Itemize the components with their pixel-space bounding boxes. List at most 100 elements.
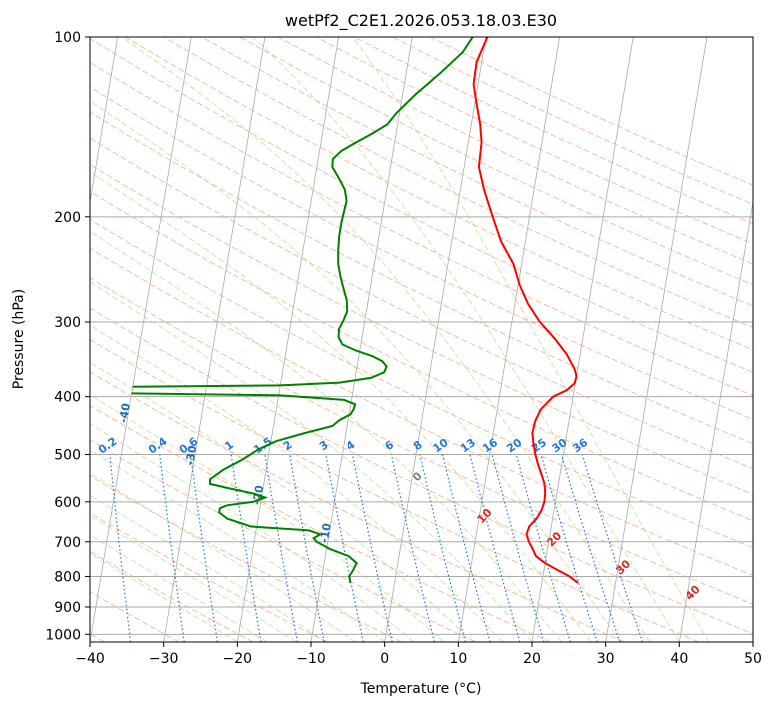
- mixing-ratio-line: [390, 454, 435, 642]
- dry-adiabat-line: [90, 439, 477, 642]
- mixing-ratio-line: [560, 454, 621, 642]
- x-axis-ticks: −40 −30 −20 −10 0 10 20 30 40 50: [75, 642, 762, 667]
- mixing-ratio-line: [289, 454, 325, 642]
- x-tick-label: 40: [670, 651, 688, 667]
- x-tick-label: −10: [296, 651, 326, 667]
- moist-adiabat-line: [352, 37, 710, 642]
- mixing-ratio-label: 36: [570, 436, 590, 456]
- y-tick-label: 200: [54, 210, 81, 226]
- mixing-ratio-label: 0.4: [146, 435, 170, 457]
- x-tick-label: 30: [597, 651, 615, 667]
- moist-adiabat-line: [90, 171, 592, 642]
- isotherm-line: [90, 37, 192, 642]
- dry-adiabat-line: [125, 37, 753, 351]
- plot-frame: [89, 36, 754, 643]
- x-axis-label: Temperature (°C): [360, 681, 482, 697]
- isotherm-label: -40: [117, 402, 133, 424]
- isotherm-label: -50: [51, 357, 67, 379]
- isotherm-line: [384, 37, 487, 642]
- isotherm-line: [531, 37, 634, 642]
- dry-adiabat-line: [201, 37, 753, 307]
- mixing-ratio-line: [491, 454, 545, 642]
- mixing-ratio-label: 1: [222, 438, 236, 453]
- sounding-series: [131, 37, 579, 584]
- moist-adiabat-line: [252, 37, 680, 642]
- moist-adiabat-label: 10: [475, 506, 495, 526]
- mixing-ratio-line: [540, 454, 598, 642]
- background-lines: [90, 37, 753, 642]
- y-axis-label: Pressure (hPa): [11, 289, 27, 389]
- dry-adiabat-line: [90, 512, 328, 642]
- dry-adiabat-line: [90, 551, 254, 642]
- dry-adiabat-line: [430, 37, 753, 186]
- dry-adiabat-line: [90, 591, 180, 642]
- y-tick-label: 300: [54, 315, 81, 331]
- dewpoint-line: [131, 392, 358, 584]
- moist-adiabat-line: [90, 100, 621, 642]
- dry-adiabat-line: [90, 307, 753, 635]
- dewpoint-upper-line: [132, 37, 474, 388]
- isotherm-label: -30: [183, 444, 199, 466]
- isotherm-line: [605, 37, 708, 642]
- y-tick-label: 900: [54, 600, 81, 616]
- mixing-ratio-line: [264, 454, 299, 642]
- x-tick-label: 20: [523, 651, 541, 667]
- moist-adiabat-line: [90, 553, 238, 642]
- mixing-ratio-line: [581, 454, 644, 642]
- mixing-ratio-label: 0.2: [96, 435, 119, 457]
- dry-adiabat-line: [90, 277, 753, 605]
- mixing-ratio-line: [442, 454, 491, 642]
- moist-adiabat-line: [90, 494, 326, 642]
- x-tick-label: −20: [223, 651, 253, 667]
- isotherm-line: [236, 37, 340, 642]
- x-tick-label: 50: [744, 651, 762, 667]
- dry-adiabat-line: [392, 37, 753, 205]
- dry-adiabat-line: [353, 37, 753, 225]
- mixing-ratio-label: 20: [504, 436, 524, 456]
- moist-adiabat-label: 30: [613, 557, 633, 577]
- moist-adiabat-line: [121, 37, 651, 642]
- moist-adiabat-line: [90, 449, 386, 642]
- moist-adiabat-line: [90, 230, 562, 642]
- dry-adiabat-line: [90, 404, 551, 642]
- moist-adiabat-line: [90, 423, 415, 642]
- moist-adiabat-line: [90, 361, 474, 642]
- dry-adiabat-line: [163, 37, 753, 329]
- dry-adiabat-line: [315, 37, 753, 245]
- dry-adiabat-line: [90, 218, 753, 549]
- moist-adiabat-label: 40: [683, 582, 703, 602]
- mixing-ratio-line: [469, 454, 521, 642]
- moist-adiabat-label: 0: [410, 469, 425, 484]
- isotherm-line: [678, 199, 753, 642]
- x-tick-label: −30: [149, 651, 179, 667]
- dry-adiabat-line: [90, 61, 753, 397]
- dry-adiabat-line: [90, 339, 700, 642]
- mixing-ratio-line: [159, 454, 185, 642]
- mixing-ratio-label: 4: [344, 438, 358, 453]
- y-tick-label: 400: [54, 390, 81, 406]
- chart-title: wetPf2_C2E1.2026.053.18.03.E30: [285, 11, 557, 31]
- y-tick-label: 500: [54, 448, 81, 464]
- y-tick-label: 1000: [45, 627, 81, 643]
- mixing-ratio-label: 13: [458, 436, 478, 455]
- moist-adiabat-line: [90, 515, 297, 642]
- mixing-ratio-line: [190, 454, 218, 642]
- y-tick-label: 100: [54, 30, 81, 46]
- y-tick-label: 600: [54, 495, 81, 511]
- mixing-ratio-line: [230, 454, 262, 642]
- isotherm-label: -10: [318, 522, 334, 544]
- moist-adiabat-label: 20: [544, 529, 564, 549]
- moist-adiabat-line: [90, 534, 268, 642]
- mixing-ratio-label: 8: [411, 438, 425, 453]
- dry-adiabat-line: [277, 37, 753, 265]
- x-tick-label: 10: [449, 651, 467, 667]
- dry-adiabat-line: [90, 86, 753, 420]
- isotherm-line: [310, 37, 413, 642]
- mixing-ratio-line: [325, 454, 364, 642]
- dry-adiabat-line: [90, 191, 753, 522]
- moist-adiabat-line: [90, 281, 533, 642]
- moist-adiabat-line: [90, 324, 503, 642]
- x-tick-label: 0: [380, 651, 389, 667]
- dry-adiabat-line: [90, 371, 625, 642]
